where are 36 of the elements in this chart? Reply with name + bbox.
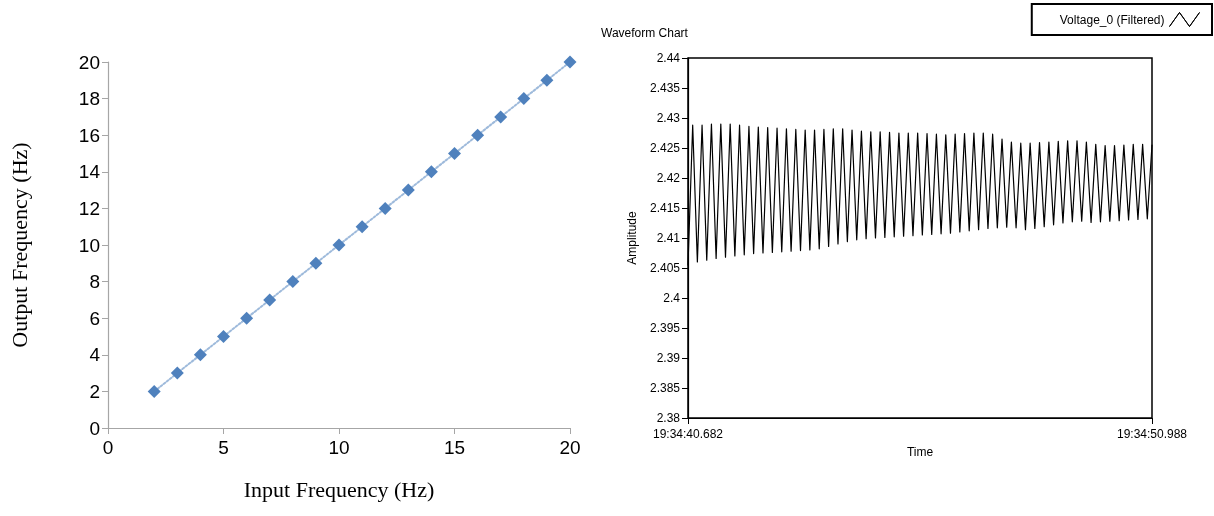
x-axis-title: Input Frequency (Hz): [243, 476, 435, 502]
x-tick-label: 5: [218, 437, 229, 458]
y-tick-label: 2.41: [656, 231, 681, 245]
x-tick-label: 19:34:40.682: [652, 427, 724, 441]
y-tick-label: 18: [78, 88, 100, 110]
y-tick-label: 2.42: [656, 171, 681, 185]
x-tick-label: 20: [559, 437, 581, 458]
y-tick-label: 4: [89, 344, 101, 366]
y-tick-label: 2: [89, 380, 100, 402]
y-tick-label: 2.39: [656, 351, 681, 365]
y-tick-label: 2.43: [656, 111, 681, 125]
y-tick-label: 6: [89, 307, 100, 329]
x-axis-title: Time: [906, 445, 934, 459]
y-tick-label: 2.38: [656, 411, 681, 425]
y-tick-label: 16: [78, 124, 100, 146]
y-tick-label: 10: [78, 234, 100, 256]
y-tick-label: 2.385: [649, 381, 681, 395]
chart-title: Waveform Chart: [601, 26, 689, 40]
legend-label: Voltage_0 (Filtered): [1059, 12, 1165, 27]
x-tick-label: 10: [328, 437, 350, 458]
x-tick-label: 15: [443, 437, 466, 458]
y-tick-label: 2.4: [663, 291, 681, 305]
y-tick-label: 2.44: [656, 51, 681, 65]
y-axis-title: Amplitude: [625, 211, 639, 265]
y-tick-label: 8: [89, 271, 100, 293]
y-tick-label: 2.395: [649, 321, 681, 335]
x-tick-label: 19:34:50.988: [1116, 427, 1188, 441]
y-tick-label: 2.435: [649, 81, 681, 95]
y-tick-label: 2.415: [649, 201, 681, 215]
y-tick-label: 14: [78, 161, 101, 183]
y-axis-title: Output Frequency (Hz): [6, 142, 32, 348]
y-tick-label: 20: [78, 51, 100, 73]
y-tick-label: 12: [78, 197, 100, 219]
y-tick-label: 2.425: [649, 141, 681, 155]
x-tick-label: 0: [102, 437, 114, 458]
y-tick-label: 2.405: [649, 261, 681, 275]
